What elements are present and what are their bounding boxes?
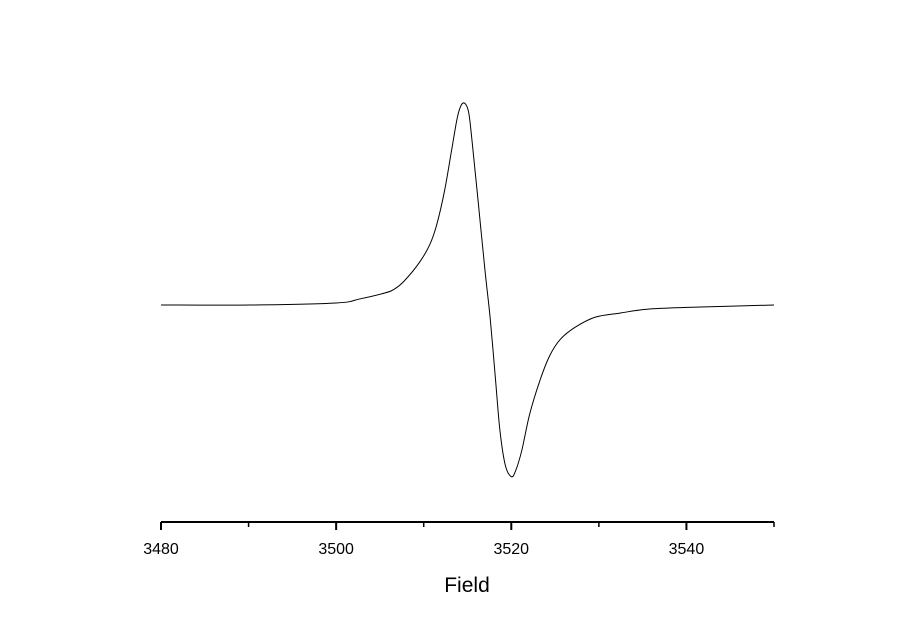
x-tick-label: 3520 <box>493 541 529 558</box>
plot-area <box>160 102 775 478</box>
x-axis-title: Field <box>444 574 490 597</box>
x-tick-label: 3540 <box>669 541 705 558</box>
x-tick-label: 3480 <box>143 541 179 558</box>
x-axis: 3480 3500 3520 3540 <box>143 521 775 558</box>
spectrum-line <box>160 102 775 478</box>
x-tick-label: 3500 <box>318 541 354 558</box>
